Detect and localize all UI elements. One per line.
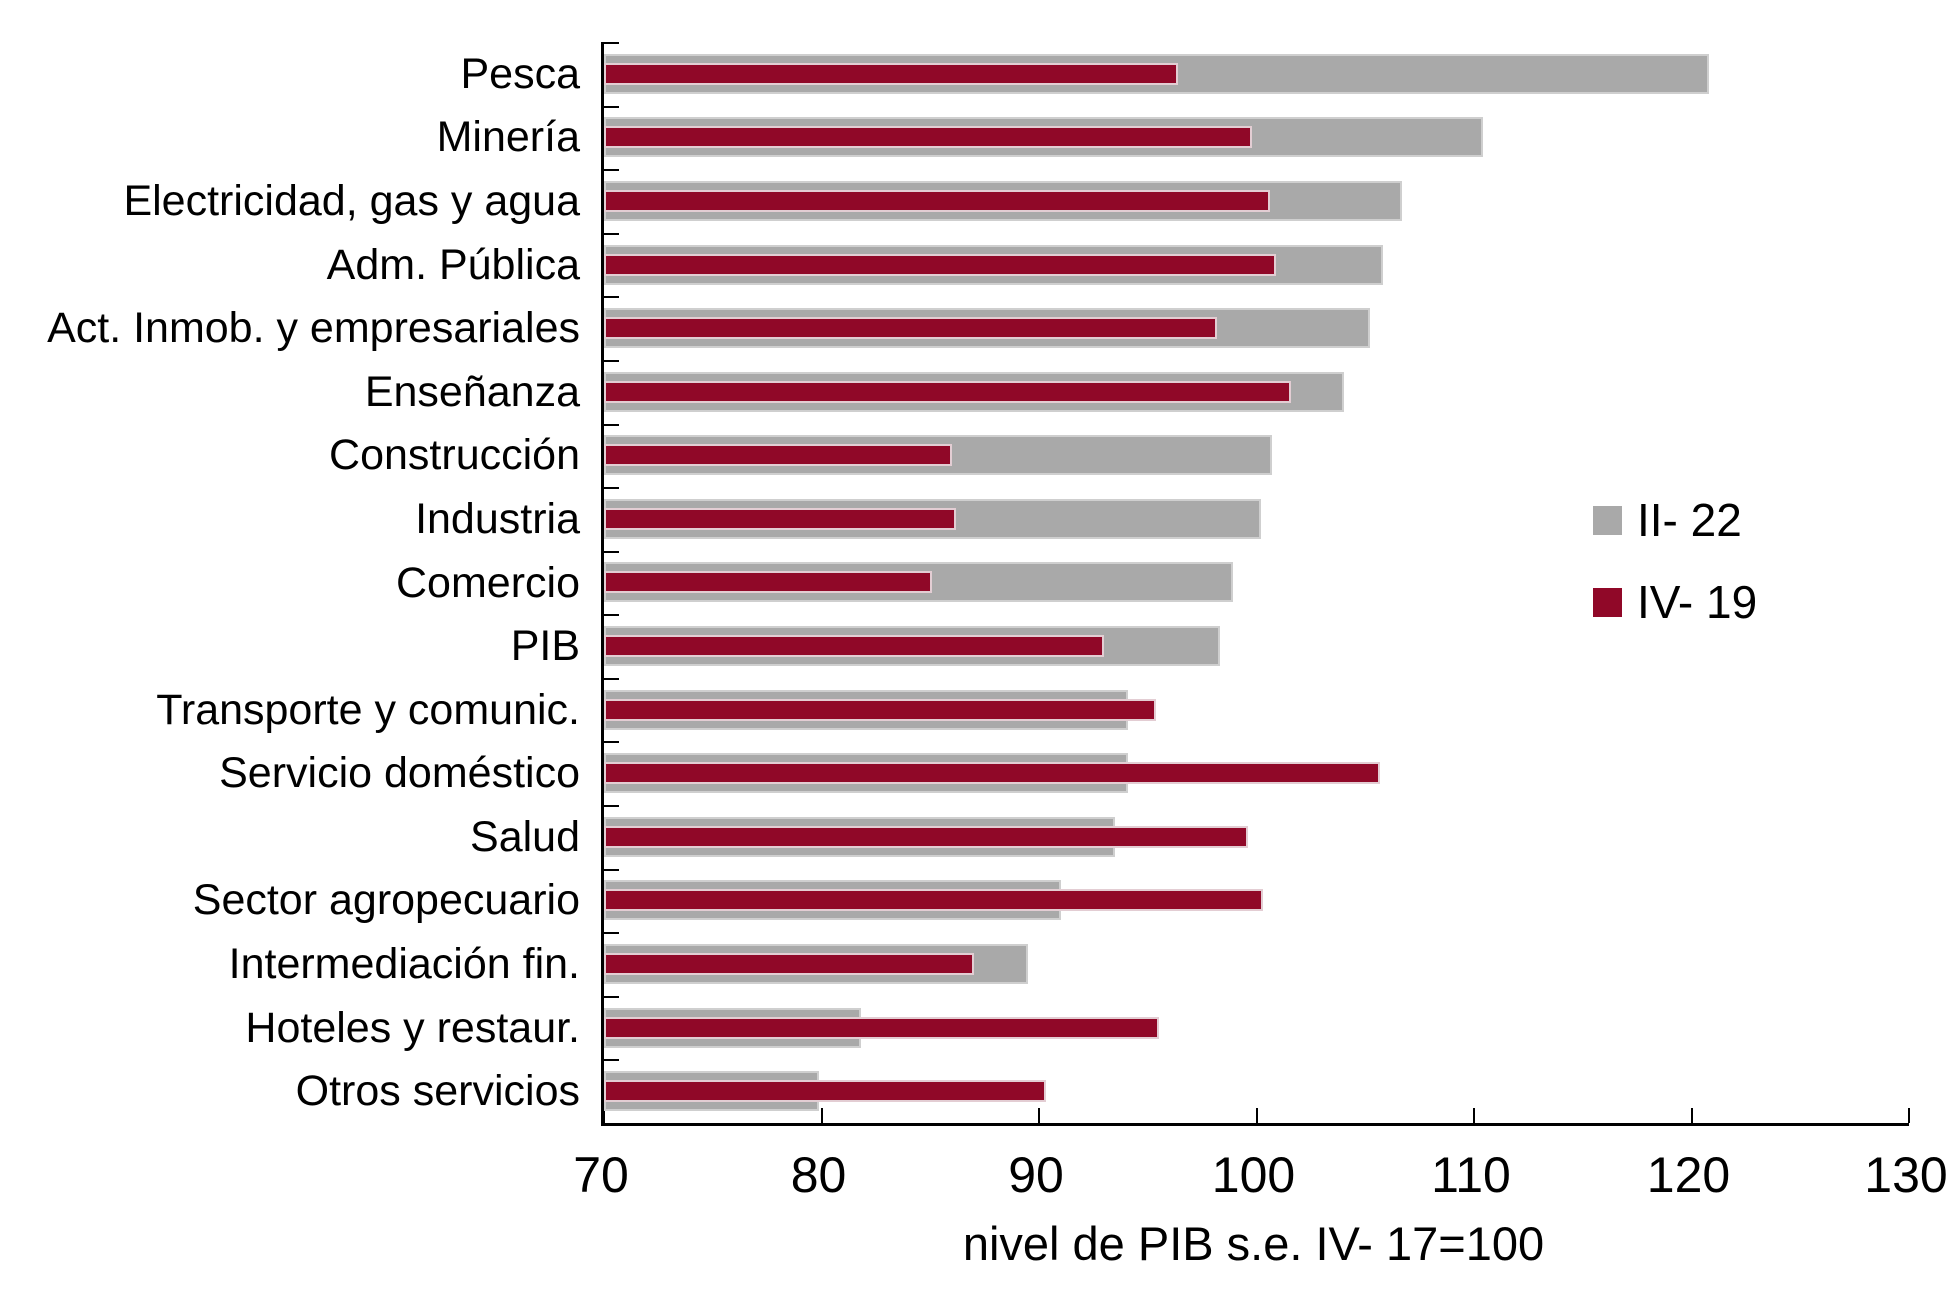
x-tick-label: 100 [1211,1147,1296,1203]
category-label: PIB [510,622,580,671]
chart-row [604,360,1909,424]
category-label: Adm. Pública [326,240,580,289]
x-axis-tick [820,1108,823,1123]
bar-iv19 [604,825,1248,848]
category-label: Comercio [396,558,580,607]
bar-iv19 [604,1080,1046,1103]
chart-row [604,678,1909,742]
x-tick-label: 70 [573,1147,629,1203]
category-label: Intermediación fin. [228,940,580,989]
x-tick-label: 110 [1431,1147,1511,1203]
chart-row [604,996,1909,1060]
x-tick-label: 130 [1864,1147,1948,1203]
chart-row [604,551,1909,615]
category-label: Act. Inmob. y empresariales [47,304,580,353]
category-label: Construcción [329,431,580,480]
y-axis-tick [604,169,619,172]
category-label: Pesca [460,49,580,98]
legend-label-iv19: IV- 19 [1637,576,1758,628]
chart-row [604,614,1909,678]
y-axis-tick [604,1059,619,1062]
y-axis-tick [604,614,619,617]
y-axis-tick [604,995,619,998]
chart-row [604,487,1909,551]
y-axis-tick [604,232,619,235]
bar-iv19 [604,380,1292,403]
category-label: Minería [436,113,580,162]
chart-row [604,296,1909,360]
category-label: Industria [415,494,580,543]
legend-swatch-ii22 [1593,505,1622,535]
chart-row [604,233,1909,297]
bar-iv19 [604,953,974,976]
chart-row [604,869,1909,933]
y-axis-tick [604,296,619,299]
bar-iv19 [604,189,1270,212]
category-label: Hoteles y restaur. [245,1003,580,1052]
legend-item-iv19: IV- 19 [1593,579,1757,625]
y-axis-tick [604,550,619,553]
chart-row [604,1059,1909,1123]
x-axis-tick [1038,1108,1040,1123]
y-axis-tick [604,487,619,490]
bar-iv19 [604,62,1179,85]
legend-item-ii22: II- 22 [1593,497,1757,543]
chart-row [604,805,1909,869]
chart-row [604,424,1909,488]
plot-area [601,42,1910,1126]
bar-iv19 [604,444,952,467]
x-axis-tick [1255,1108,1258,1123]
x-axis-tick [1908,1108,1910,1123]
category-label: Electricidad, gas y agua [123,176,580,225]
bar-iv19 [604,698,1157,721]
y-axis-tick [604,423,619,426]
chart-row [604,169,1909,233]
x-axis-tick [1473,1108,1475,1123]
x-axis-title: nivel de PIB s.e. IV- 17=100 [962,1217,1545,1270]
category-label: Sector agropecuario [192,876,580,925]
bar-iv19 [604,126,1253,149]
chart-row [604,932,1909,996]
y-axis-tick [604,805,619,808]
y-axis-tick [604,932,619,935]
x-tick-label: 80 [790,1147,847,1203]
chart-row [604,741,1909,805]
category-label: Transporte y comunic. [156,685,580,734]
y-axis-tick [604,42,619,44]
category-label: Otros servicios [295,1067,580,1116]
bar-iv19 [604,635,1105,658]
x-tick-label: 120 [1646,1147,1731,1203]
category-label: Enseñanza [364,367,580,416]
y-axis-tick [604,105,619,108]
legend-label-ii22: II- 22 [1637,494,1742,546]
bar-iv19 [604,889,1264,912]
chart-row [604,106,1909,170]
bar-iv19 [604,253,1277,276]
x-tick-label: 90 [1008,1147,1064,1203]
x-axis-tick [603,1108,605,1123]
bar-iv19 [604,1016,1159,1039]
chart-row [604,42,1909,106]
bar-iv19 [604,571,933,594]
y-axis-tick [604,677,619,680]
y-axis-tick [604,868,619,871]
category-axis: Pesca Minería Electricidad, gas y agua Adm.… [0,42,580,1123]
bar-iv19 [604,762,1381,785]
bar-iv19 [604,317,1218,340]
legend: II- 22 IV- 19 [1593,497,1757,625]
x-axis-tick [1690,1108,1693,1123]
y-axis-tick [604,359,619,362]
category-label: Salud [470,812,580,861]
bar-iv19 [604,507,957,530]
y-axis-tick [604,741,619,744]
legend-swatch-iv19 [1593,587,1622,617]
category-label: Servicio doméstico [219,749,580,798]
